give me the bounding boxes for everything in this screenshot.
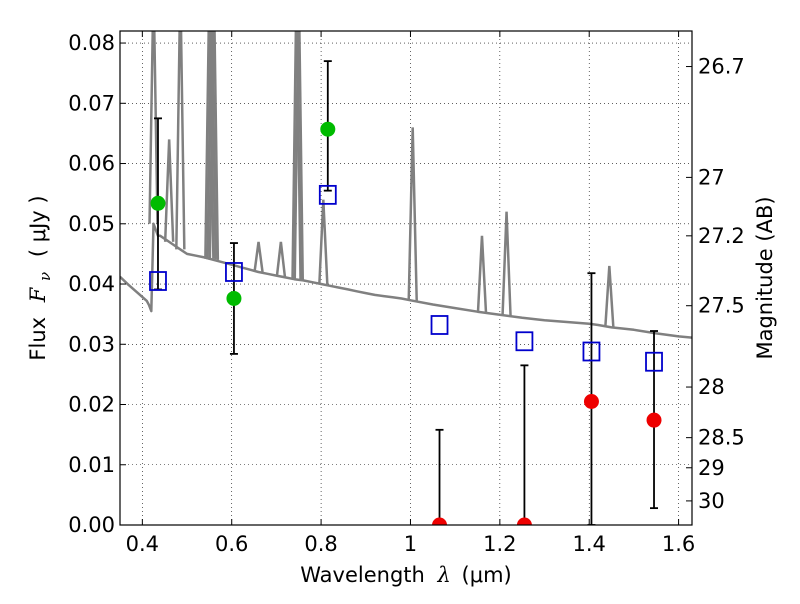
y-tick-label: 0.02 <box>68 393 115 417</box>
y-tick-label: 0.04 <box>68 272 115 296</box>
spectrum-emission-line <box>604 265 615 328</box>
low-significance-point <box>516 517 532 525</box>
y2-tick-label: 27.5 <box>698 294 745 318</box>
axes: 0.4 0.6 0.8 1 1.2 1.4 1.6 0.00 0.01 0.02 0.03 0.04 0… <box>68 31 745 556</box>
y2-tick-label: 29 <box>698 456 725 480</box>
low-significance-point <box>432 517 448 525</box>
y-tick-label: 0.06 <box>68 152 115 176</box>
y2-axis-label: Magnitude (AB) <box>753 196 777 359</box>
spectrum-emission-line <box>501 211 512 316</box>
x-tick-label: 1 <box>404 532 417 556</box>
y-tick-label: 0.01 <box>68 453 115 477</box>
y2-tick-label: 30 <box>698 489 725 513</box>
x-tick-label: 1.4 <box>573 532 606 556</box>
spectrum-emission-line <box>175 31 186 250</box>
detection-point <box>320 121 336 137</box>
y-axis-label: Flux F ν ( μJy ) <box>26 195 55 360</box>
x-axis-label: Wavelength λ (μm) <box>300 563 511 587</box>
x-axis-label-unit: (μm) <box>462 563 512 587</box>
spectrum-emission-line <box>208 31 220 260</box>
y-tick-label: 0.08 <box>68 31 115 55</box>
y2-tick-label: 26.7 <box>698 55 745 79</box>
detection-point <box>226 290 242 306</box>
spectrum-emission-line <box>163 139 175 242</box>
low-significance-point <box>646 412 662 428</box>
x-axis-label-symbol: λ <box>437 563 451 587</box>
x-tick-label: 0.4 <box>126 532 159 556</box>
y-axis-label-subscript: ν <box>36 272 54 281</box>
y2-tick-label: 27 <box>698 165 725 189</box>
spectrum-emission-line <box>275 241 287 277</box>
y2-tick-label: 28.5 <box>698 426 745 450</box>
model-flux-square <box>582 341 601 362</box>
model-flux-square <box>318 184 337 205</box>
spectrum-emission-line <box>206 31 217 260</box>
spectrum-emission-line <box>253 241 264 273</box>
y-tick-label: 0.03 <box>68 332 115 356</box>
spectrum-emission-line <box>291 31 302 280</box>
low-significance-point <box>583 394 599 409</box>
x-tick-label: 0.6 <box>215 532 248 556</box>
spectrum-emission-line <box>293 31 304 280</box>
model-flux-square <box>515 331 534 352</box>
spectrum-emission-line <box>148 31 159 224</box>
x-tick-label: 1.6 <box>662 532 695 556</box>
y-axis-label-unit: ( μJy ) <box>26 195 50 257</box>
model-flux-square <box>430 315 449 335</box>
spectrum-emission-line <box>476 235 488 313</box>
x-axis-label-text: Wavelength <box>300 563 425 587</box>
y-axis-label-symbol: F <box>26 286 50 303</box>
plot-frame <box>119 30 693 526</box>
y-tick-label: 0.07 <box>68 91 115 115</box>
y2-tick-label: 27.2 <box>698 224 745 248</box>
y2-tick-label: 28 <box>698 375 725 399</box>
spectrum-emission-line <box>318 199 329 285</box>
detection-point <box>150 195 166 211</box>
model-flux-square <box>149 271 167 291</box>
spectrum-emission-line <box>407 127 418 301</box>
model-flux-square <box>645 351 663 372</box>
y-tick-label: 0.05 <box>68 212 115 236</box>
y-tick-label: 0.00 <box>68 513 115 537</box>
x-tick-label: 0.8 <box>304 532 337 556</box>
model-flux-square <box>225 262 243 282</box>
y-axis-label-text: Flux <box>26 317 50 361</box>
x-tick-label: 1.2 <box>483 532 516 556</box>
plot-area <box>120 31 692 525</box>
